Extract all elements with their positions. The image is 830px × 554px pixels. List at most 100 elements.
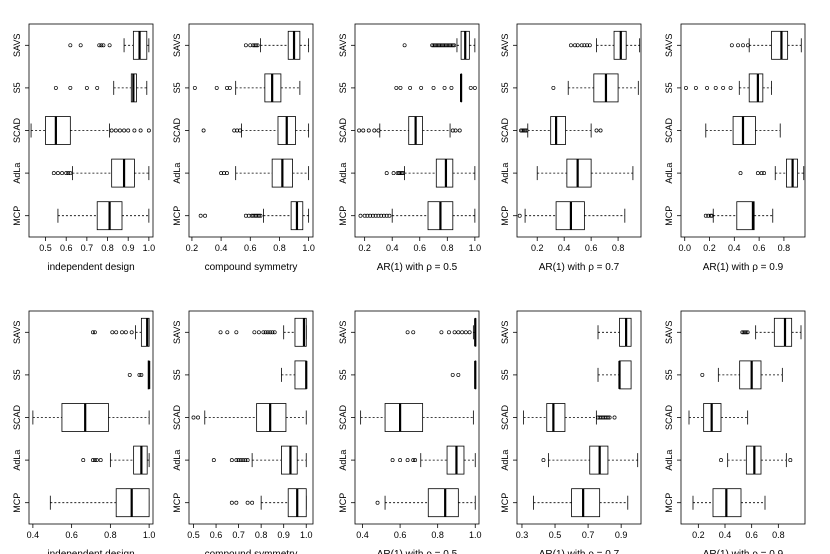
outlier-point [460,330,465,335]
outlier-point [439,330,444,335]
outlier-point [120,330,124,335]
iqr-box [748,73,764,103]
box-s5: S5 [664,73,772,103]
iqr-box [546,403,566,432]
outlier-point [225,330,230,335]
outlier-point [713,85,718,90]
category-label: MCP [172,206,182,226]
outlier-point [741,43,745,48]
box-mcp: MCP [500,488,629,518]
outlier-point [90,330,95,335]
x-tick-label: 1.0 [143,243,156,253]
box-s5: S5 [664,360,783,390]
outlier-point [706,213,711,218]
x-tick-label: 0.9 [122,243,135,253]
outlier-point [198,213,203,218]
x-axis-label: AR(1) with ρ = 0.9 [703,262,784,273]
x-tick-label: 0.6 [60,243,73,253]
box-scad: SCAD [500,403,617,432]
category-label: AdLa [500,450,510,471]
x-tick-label: 0.5 [187,530,200,540]
outlier-point [398,85,403,90]
x-tick-label: 0.0 [678,243,691,253]
outlier-point [379,213,384,218]
box-adla: AdLa [338,158,476,188]
box-mcp: MCP [338,488,476,518]
outlier-point [256,330,261,335]
box-savs: SAVS [500,317,632,347]
outlier-point [372,128,377,133]
outlier-point [60,171,65,176]
category-label: SCAD [500,118,510,144]
category-label: SAVS [338,321,348,344]
outlier-point [585,43,590,48]
box-scad: SCAD [172,403,307,432]
outlier-point [541,458,546,463]
box-s5: S5 [172,73,301,103]
outlier-point [224,171,229,176]
panel-9: 0.3 0.5 0.7 0.9 AR(1) with ρ = 0.7 SAVS S5 SCAD… [500,310,642,554]
outlier-point [252,330,257,335]
outlier-point [375,500,380,505]
outlier-point [214,85,219,90]
category-label: MCP [12,493,22,513]
box-savs: SAVS [338,30,476,60]
outlier-point [684,85,688,90]
outlier-point [693,85,698,90]
outlier-point [575,43,580,48]
x-tick-label: 0.8 [273,243,286,253]
outlier-point [238,458,243,463]
outlier-point [467,330,472,335]
box-scad: SCAD [664,116,781,145]
box-mcp: MCP [664,488,766,518]
category-label: SCAD [338,118,348,144]
outlier-point [450,43,455,48]
x-axis-label: independent design [47,549,134,554]
box-s5: S5 [500,73,639,103]
box-mcp: MCP [172,488,307,518]
x-tick-label: 1.0 [302,243,315,253]
outlier-point [453,128,458,133]
outlier-point [457,128,462,133]
outlier-point [201,128,206,133]
outlier-point [191,415,196,420]
outlier-point [250,500,255,505]
outlier-point [254,43,259,48]
outlier-point [122,128,127,133]
outlier-point [394,85,399,90]
outlier-point [405,330,410,335]
outlier-point [446,43,451,48]
category-label: S5 [664,82,674,93]
category-label: S5 [172,369,182,380]
outlier-point [452,43,457,48]
box-s5: S5 [172,360,308,390]
outlier-point [408,85,413,90]
outlier-point [719,458,723,463]
outlier-point [265,330,270,335]
iqr-box [732,116,756,145]
category-label: S5 [172,82,182,93]
box-mcp: MCP [338,201,476,231]
outlier-point [399,171,404,176]
category-label: AdLa [12,163,22,184]
outlier-point [746,43,750,48]
outlier-point [468,85,473,90]
category-label: AdLa [664,163,674,184]
outlier-point [721,85,726,90]
box-adla: AdLa [172,445,307,475]
outlier-point [736,43,740,48]
box-adla: AdLa [500,445,639,475]
iqr-box [771,30,789,60]
category-label: AdLa [338,163,348,184]
outlier-point [241,458,246,463]
x-tick-label: 0.7 [232,530,245,540]
category-label: SAVS [12,34,22,57]
panel-2: 0.2 0.4 0.6 0.8 1.0 compound symmetry SAVS S5 SC… [172,23,315,273]
outlier-point [519,128,523,133]
outlier-point [257,213,261,218]
box-s5: S5 [12,73,148,103]
x-tick-label: 0.4 [719,530,732,540]
outlier-point [708,213,713,218]
category-label: AdLa [664,450,674,471]
outlier-point [463,330,468,335]
